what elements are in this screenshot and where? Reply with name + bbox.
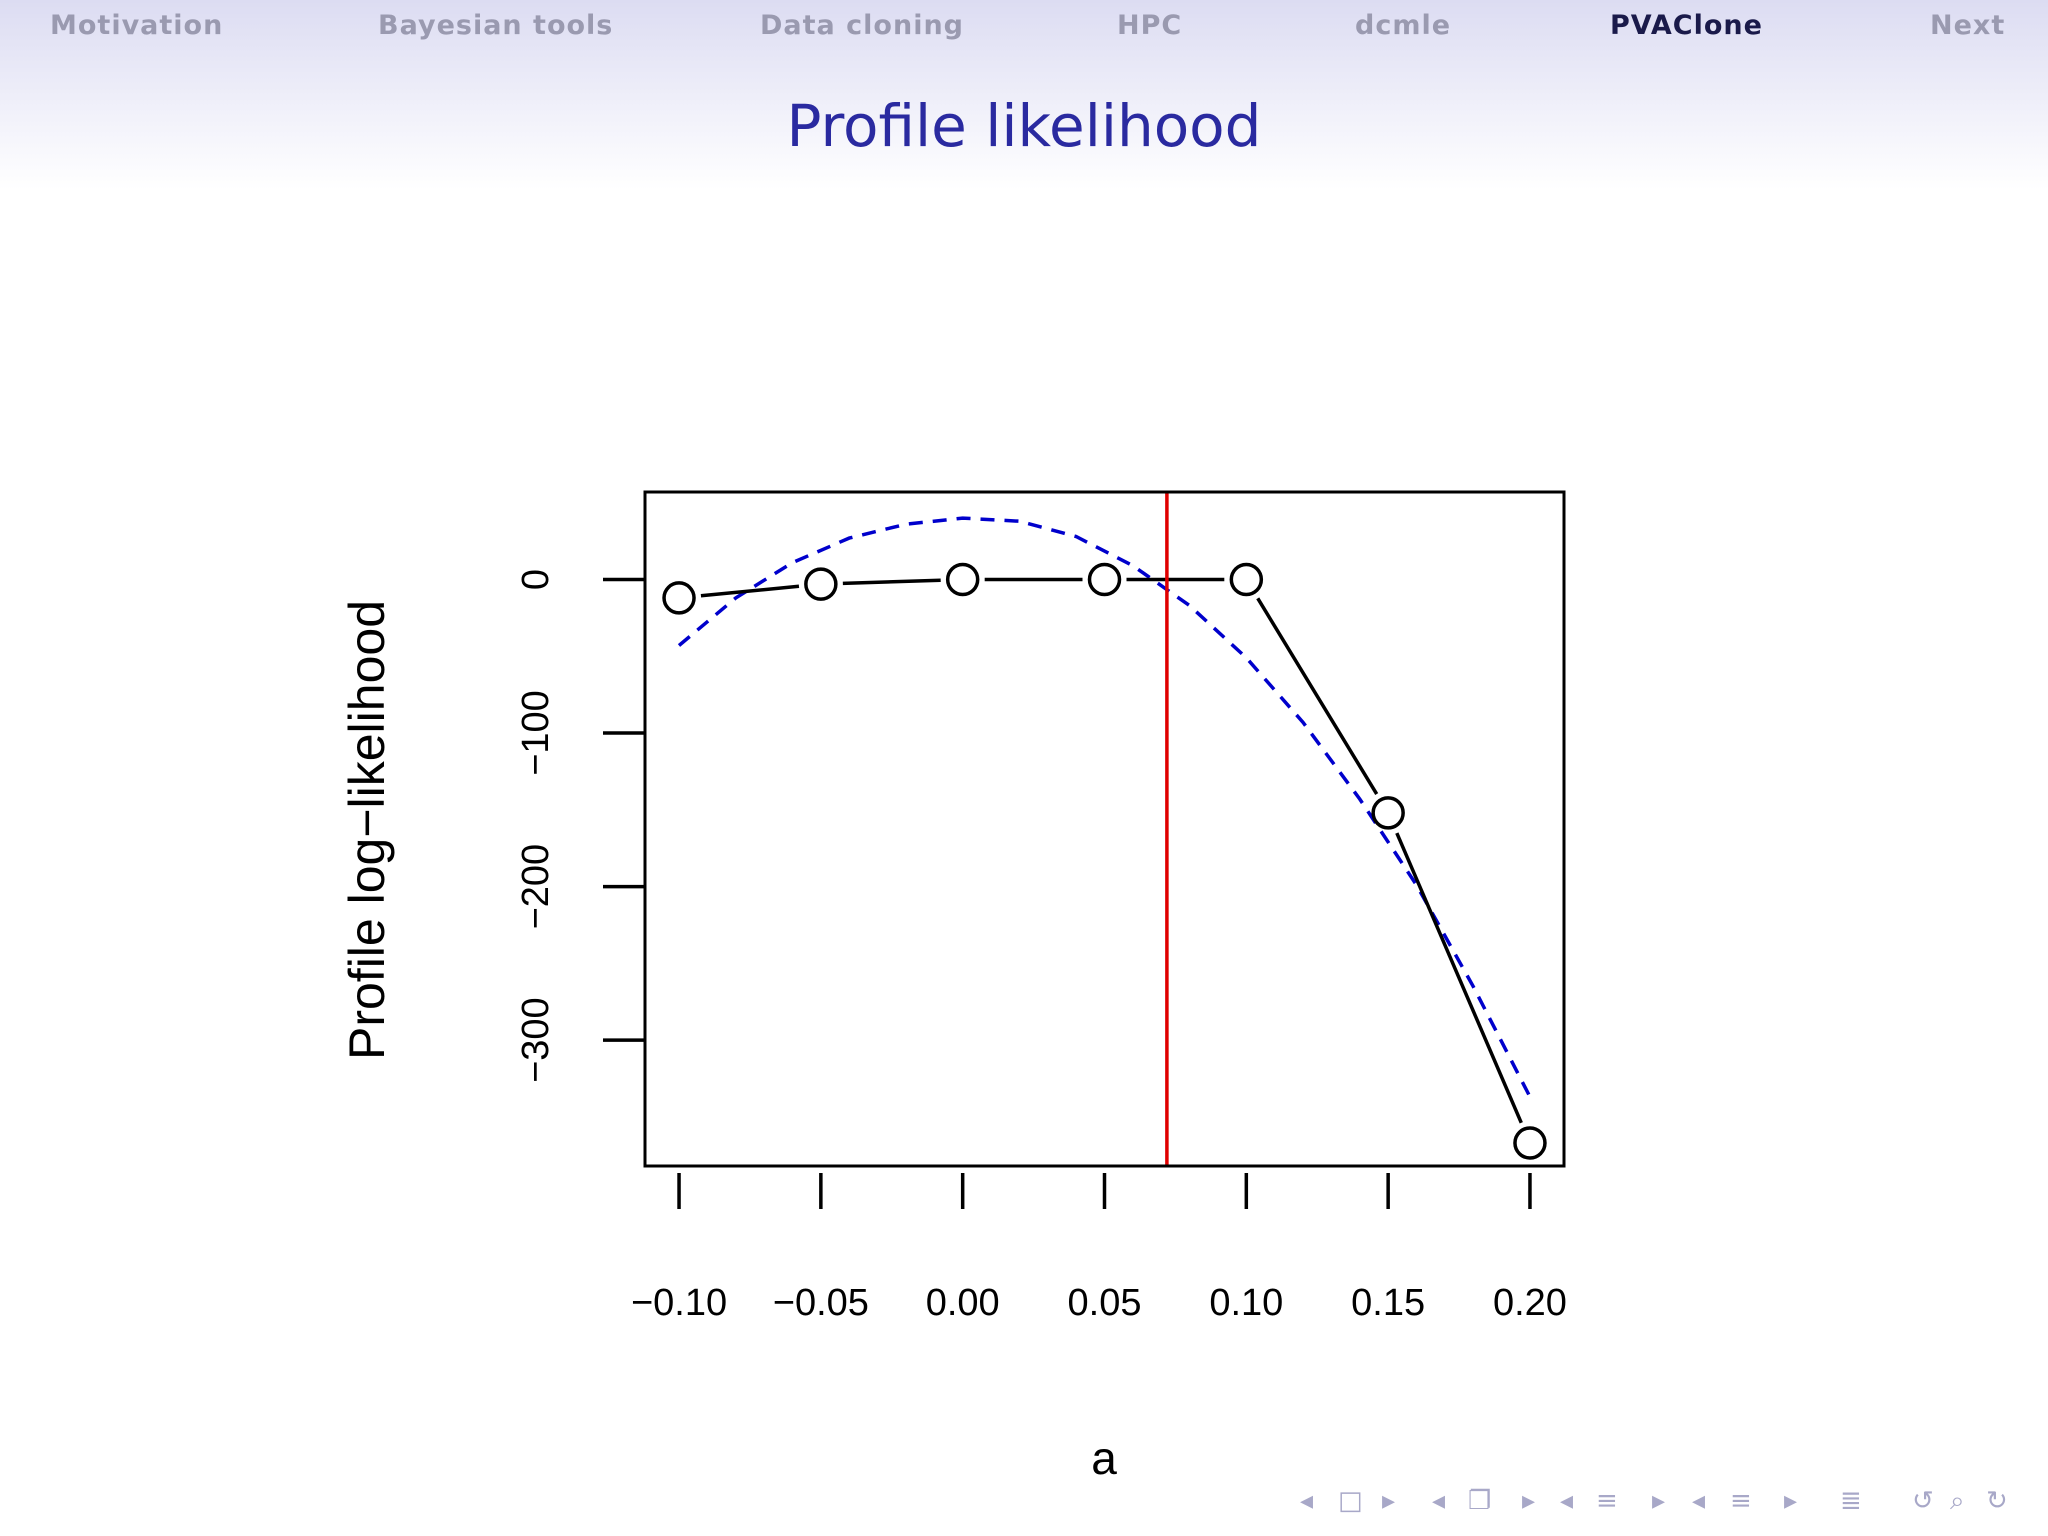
beamer-navigation-controls: ◂ □ ▸ ◂ ❐ ▸ ◂ ≡ ▸ ◂ ≡ ▸ ≣ ↺ ⌕ ↻ xyxy=(1300,1486,2040,1526)
y-tick-label: −200 xyxy=(515,844,557,930)
arrow-right-icon[interactable]: ▸ xyxy=(1784,1486,1798,1516)
data-point xyxy=(1087,562,1122,597)
series-line-segment xyxy=(842,578,941,586)
arrow-left-icon[interactable]: ◂ xyxy=(1300,1486,1314,1516)
arrow-right-icon[interactable]: ▸ xyxy=(1382,1486,1396,1516)
x-tick-label: −0.05 xyxy=(773,1282,869,1324)
x-tick-label: 0.10 xyxy=(1209,1282,1283,1324)
data-point xyxy=(945,562,980,597)
series-line-segment xyxy=(700,584,800,598)
data-point xyxy=(1513,1126,1547,1160)
y-tick-label: 0 xyxy=(515,569,557,590)
y-axis-label: Profile log−likelihood xyxy=(339,600,395,1060)
series-line-segment xyxy=(1395,832,1523,1124)
x-tick-label: 0.20 xyxy=(1493,1282,1567,1324)
arrow-right-icon[interactable]: ▸ xyxy=(1652,1486,1666,1516)
subsection-icon[interactable]: ❐ xyxy=(1468,1486,1492,1516)
fit-curve-dashed xyxy=(677,516,1532,1098)
arrow-left-icon[interactable]: ◂ xyxy=(1692,1486,1706,1516)
section-navigation: Motivation Bayesian tools Data cloning H… xyxy=(0,0,2048,52)
data-point xyxy=(1229,562,1264,597)
y-tick-label: −100 xyxy=(515,690,557,776)
y-tick-label: −300 xyxy=(515,997,557,1083)
nav-item-motivation[interactable]: Motivation xyxy=(50,10,224,41)
data-point xyxy=(1371,796,1405,830)
slide-title: Profile likelihood xyxy=(786,92,1262,160)
undo-icon[interactable]: ↺ xyxy=(1912,1486,1934,1516)
frame-icon[interactable]: □ xyxy=(1338,1486,1363,1516)
x-tick-label: −0.10 xyxy=(631,1282,727,1324)
nav-item-data-cloning[interactable]: Data cloning xyxy=(760,10,964,41)
arrow-left-icon[interactable]: ◂ xyxy=(1560,1486,1574,1516)
nav-item-dcmle[interactable]: dcmle xyxy=(1355,10,1452,41)
arrow-left-icon[interactable]: ◂ xyxy=(1432,1486,1446,1516)
section-icon[interactable]: ≡ xyxy=(1596,1486,1618,1516)
x-tick-label: 0.05 xyxy=(1068,1282,1142,1324)
slide-header: Motivation Bayesian tools Data cloning H… xyxy=(0,0,2048,190)
nav-item-pvaclone[interactable]: PVAClone xyxy=(1610,10,1763,41)
nav-item-hpc[interactable]: HPC xyxy=(1117,10,1183,41)
nav-item-next[interactable]: Next xyxy=(1930,10,2006,41)
plot-frame xyxy=(643,490,1566,1168)
align-icon[interactable]: ≣ xyxy=(1840,1486,1862,1516)
presentation-icon[interactable]: ≡ xyxy=(1730,1486,1752,1516)
redo-icon[interactable]: ↻ xyxy=(1986,1486,2008,1516)
search-icon[interactable]: ⌕ xyxy=(1950,1486,1965,1516)
data-point xyxy=(662,581,696,615)
series-line-segment xyxy=(1256,597,1379,795)
data-point xyxy=(804,567,838,601)
x-axis-label: a xyxy=(1091,1432,1117,1484)
arrow-right-icon[interactable]: ▸ xyxy=(1522,1486,1536,1516)
nav-item-bayesian-tools[interactable]: Bayesian tools xyxy=(378,10,614,41)
x-tick-label: 0.00 xyxy=(926,1282,1000,1324)
x-tick-label: 0.15 xyxy=(1351,1282,1425,1324)
